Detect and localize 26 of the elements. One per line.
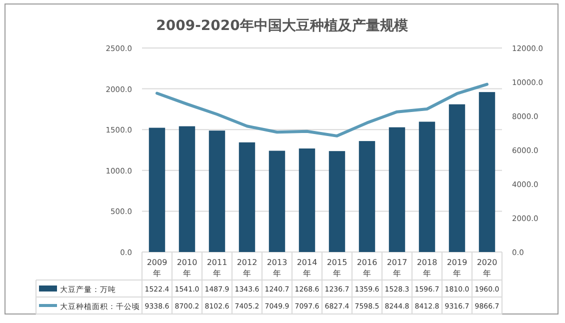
bar [178, 126, 196, 252]
bar [478, 92, 496, 252]
x-tick-label: 2019年 [446, 258, 468, 278]
x-tick-label: 2017年 [386, 258, 408, 278]
x-tick-label: 2018年 [416, 258, 438, 278]
line-series [156, 82, 488, 138]
bar [148, 128, 166, 252]
x-tick-label: 2012年 [236, 258, 258, 278]
bar [268, 150, 286, 252]
chart-title: 2009-2020年中国大豆种植及产量规模 [156, 17, 409, 34]
bar [448, 104, 466, 252]
bar [328, 151, 346, 252]
x-tick-label: 2009年 [146, 258, 168, 278]
x-tick-label: 2011年 [206, 258, 228, 278]
x-tick-label: 2014年 [296, 258, 318, 278]
x-tick-label: 2013年 [266, 258, 288, 278]
bar [358, 141, 376, 252]
x-tick-label: 2016年 [356, 258, 378, 278]
x-tick-label: 2010年 [176, 258, 198, 278]
bar [238, 142, 256, 252]
bar [388, 127, 406, 252]
x-tick-label: 2015年 [326, 258, 348, 278]
bar [208, 130, 226, 252]
bar [298, 148, 316, 252]
x-tick-label: 2020年 [476, 258, 498, 278]
bar [418, 122, 436, 252]
